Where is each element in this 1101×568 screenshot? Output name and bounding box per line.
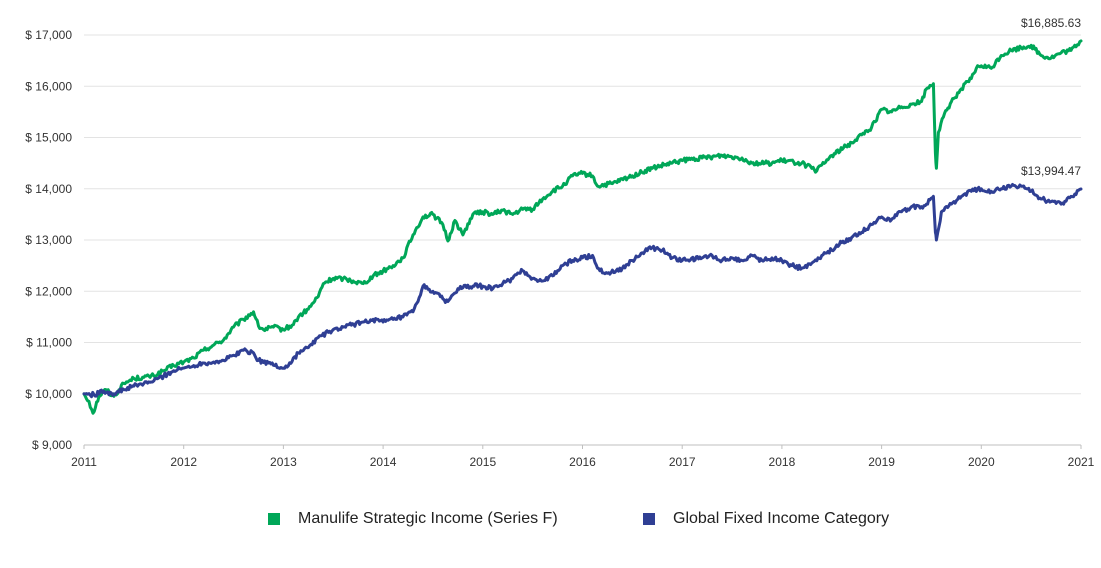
- x-tick-label: 2011: [71, 455, 97, 469]
- x-tick-label: 2016: [569, 455, 596, 469]
- y-tick-label: $ 15,000: [25, 131, 72, 145]
- y-tick-label: $ 16,000: [25, 79, 72, 93]
- end-value-label-1: $13,994.47: [1021, 164, 1081, 178]
- y-tick-label: $ 11,000: [26, 336, 72, 350]
- y-tick-label: $ 10,000: [25, 387, 72, 401]
- x-tick-label: 2014: [370, 455, 397, 469]
- x-tick-label: 2015: [469, 455, 496, 469]
- end-labels: $16,885.63 $13,994.47: [1021, 16, 1081, 178]
- x-tick-label: 2017: [669, 455, 696, 469]
- y-tick-label: $ 13,000: [25, 233, 72, 247]
- series-lines: [82, 39, 1083, 415]
- legend-swatch-global-fixed-income: [643, 513, 655, 525]
- y-tick-label: $ 12,000: [25, 284, 72, 298]
- legend-label-global-fixed-income: Global Fixed Income Category: [673, 510, 890, 527]
- y-tick-label: $ 17,000: [25, 28, 72, 42]
- gridlines: [84, 34, 1081, 446]
- x-tick-label: 2019: [868, 455, 895, 469]
- legend-label-manulife: Manulife Strategic Income (Series F): [298, 510, 558, 527]
- x-tick-label: 2021: [1068, 455, 1095, 469]
- x-tick-label: 2013: [270, 455, 297, 469]
- series-line-1: [82, 183, 1083, 399]
- y-tick-label: $ 14,000: [25, 182, 72, 196]
- x-tick-label: 2012: [170, 455, 197, 469]
- y-tick-label: $ 9,000: [32, 438, 72, 452]
- legend-item-global-fixed-income: Global Fixed Income Category: [643, 510, 889, 528]
- line-chart: $ 9,000 $ 10,000 $ 11,000 $ 12,000 $ 13,000 $…: [25, 16, 1095, 469]
- end-value-label-0: $16,885.63: [1021, 16, 1081, 30]
- series-line-0: [82, 39, 1083, 415]
- legend-item-manulife: Manulife Strategic Income (Series F): [268, 510, 558, 528]
- legend: Manulife Strategic Income (Series F) Glo…: [0, 510, 1101, 534]
- x-tick-label: 2018: [769, 455, 796, 469]
- x-tick-label: 2020: [968, 455, 995, 469]
- legend-swatch-manulife: [268, 513, 280, 525]
- y-axis: $ 9,000 $ 10,000 $ 11,000 $ 12,000 $ 13,000 $…: [25, 28, 72, 452]
- x-axis: 2011 2012 2013 2014 2015 2016 2017 2018 2019 2020…: [71, 445, 1095, 469]
